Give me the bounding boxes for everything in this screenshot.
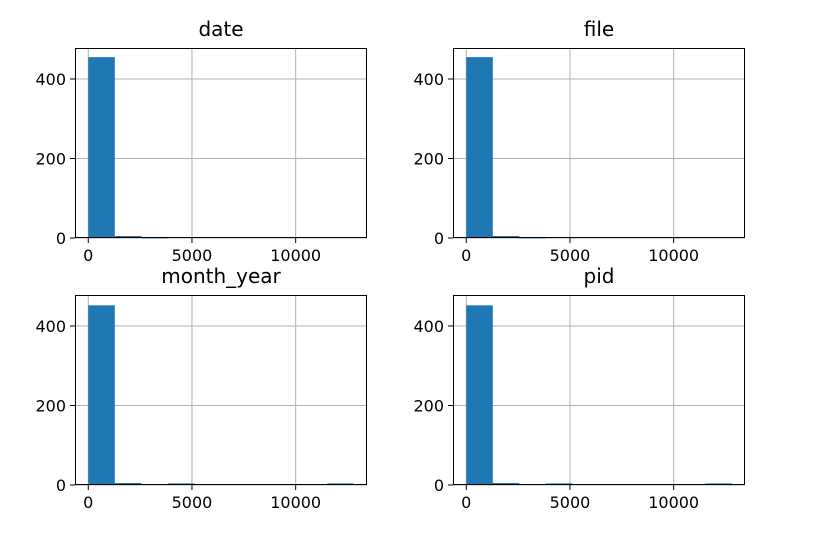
x-tick-label: 0 (461, 246, 471, 265)
y-tick-label: 400 (35, 70, 66, 89)
x-tick-label: 5000 (172, 493, 213, 512)
axes-frame (453, 48, 745, 238)
plot-area (453, 295, 745, 485)
x-tick-label: 10000 (270, 246, 321, 265)
histogram-bar (466, 305, 493, 485)
y-tick-label: 0 (434, 229, 444, 248)
subplot-title: pid (584, 264, 615, 288)
x-tick-label: 10000 (270, 493, 321, 512)
x-tick-label: 0 (461, 493, 471, 512)
y-tick-label: 400 (413, 70, 444, 89)
subplot-title: file (584, 17, 614, 41)
x-tick-label: 5000 (172, 246, 213, 265)
plot-area (75, 295, 367, 485)
y-tick-label: 200 (35, 150, 66, 169)
x-tick-label: 5000 (550, 246, 591, 265)
y-tick-label: 200 (413, 150, 444, 169)
axes-frame (453, 295, 745, 485)
plot-area (75, 48, 367, 238)
x-tick-label: 0 (83, 246, 93, 265)
x-tick-label: 5000 (550, 493, 591, 512)
subplot-pid: 0 5000 10000 0 200 400 pid (413, 264, 745, 512)
x-tick-label: 10000 (648, 493, 699, 512)
x-tick-label: 0 (83, 493, 93, 512)
histogram-bar (519, 237, 546, 239)
y-tick-label: 0 (56, 229, 66, 248)
histogram-bar (141, 237, 168, 239)
subplot-month_year: 0 5000 10000 0 200 400 month_year (35, 264, 367, 512)
y-tick-label: 200 (413, 397, 444, 416)
subplot-file: 0 5000 10000 0 200 400 file (413, 17, 745, 265)
histogram-bar (466, 57, 493, 238)
y-tick-label: 0 (434, 476, 444, 495)
y-tick-label: 400 (35, 317, 66, 336)
x-tick-label: 10000 (648, 246, 699, 265)
axes-frame (75, 295, 367, 485)
histogram-bar (88, 305, 115, 485)
y-tick-label: 200 (35, 397, 66, 416)
y-tick-label: 400 (413, 317, 444, 336)
y-tick-label: 0 (56, 476, 66, 495)
plot-area (453, 48, 745, 238)
histogram-bar (88, 57, 115, 238)
subplot-date: 0 5000 10000 0 200 400 date (35, 17, 367, 265)
subplot-title: month_year (161, 264, 281, 288)
axes-frame (75, 48, 367, 238)
subplot-title: date (198, 17, 243, 41)
